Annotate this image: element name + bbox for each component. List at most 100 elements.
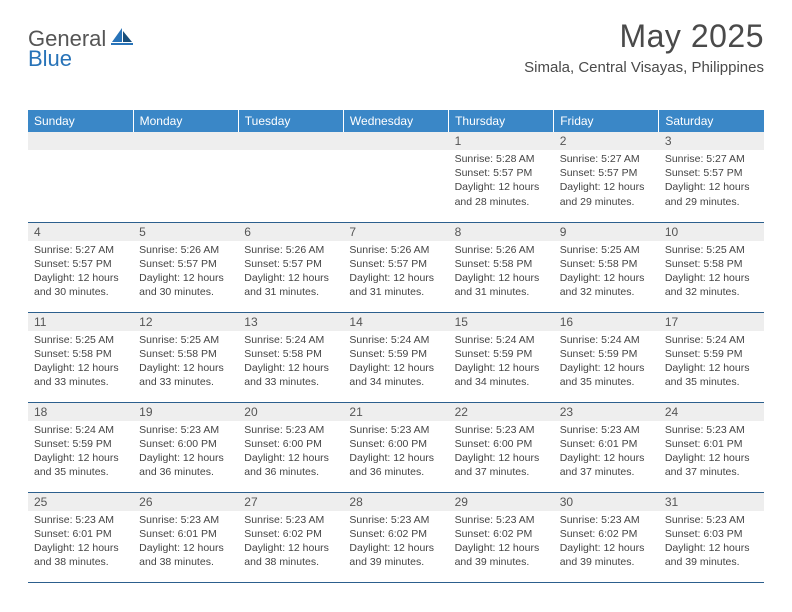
day-number: 4 <box>28 223 133 241</box>
title-block: May 2025 Simala, Central Visayas, Philip… <box>524 18 764 76</box>
day-number: 14 <box>343 313 448 331</box>
sunrise-line: Sunrise: 5:23 AM <box>455 423 548 437</box>
sunset-line: Sunset: 6:02 PM <box>560 527 653 541</box>
day-details: Sunrise: 5:24 AMSunset: 5:59 PMDaylight:… <box>554 331 659 394</box>
day-details: Sunrise: 5:23 AMSunset: 6:02 PMDaylight:… <box>449 511 554 574</box>
day-details: Sunrise: 5:23 AMSunset: 6:01 PMDaylight:… <box>659 421 764 484</box>
daylight-line: Daylight: 12 hours and 29 minutes. <box>560 180 653 208</box>
sunset-line: Sunset: 6:01 PM <box>34 527 127 541</box>
calendar-day-cell <box>238 132 343 222</box>
calendar-day-cell: 24Sunrise: 5:23 AMSunset: 6:01 PMDayligh… <box>659 402 764 492</box>
daylight-line: Daylight: 12 hours and 39 minutes. <box>455 541 548 569</box>
day-details: Sunrise: 5:24 AMSunset: 5:58 PMDaylight:… <box>238 331 343 394</box>
day-number: 27 <box>238 493 343 511</box>
daylight-line: Daylight: 12 hours and 33 minutes. <box>139 361 232 389</box>
day-details: Sunrise: 5:26 AMSunset: 5:57 PMDaylight:… <box>238 241 343 304</box>
calendar-day-cell: 8 Sunrise: 5:26 AMSunset: 5:58 PMDaylight… <box>449 222 554 312</box>
sunset-line: Sunset: 5:58 PM <box>139 347 232 361</box>
sunrise-line: Sunrise: 5:25 AM <box>34 333 127 347</box>
month-title: May 2025 <box>524 18 764 55</box>
calendar-day-cell: 1Sunrise: 5:28 AMSunset: 5:57 PMDaylight… <box>449 132 554 222</box>
daylight-line: Daylight: 12 hours and 35 minutes. <box>665 361 758 389</box>
sunrise-line: Sunrise: 5:23 AM <box>139 423 232 437</box>
empty-daynum <box>133 132 238 150</box>
daylight-line: Daylight: 12 hours and 38 minutes. <box>139 541 232 569</box>
sunrise-line: Sunrise: 5:26 AM <box>455 243 548 257</box>
sunrise-line: Sunrise: 5:27 AM <box>34 243 127 257</box>
sunrise-line: Sunrise: 5:23 AM <box>34 513 127 527</box>
day-details: Sunrise: 5:24 AMSunset: 5:59 PMDaylight:… <box>28 421 133 484</box>
daylight-line: Daylight: 12 hours and 31 minutes. <box>455 271 548 299</box>
day-details: Sunrise: 5:27 AMSunset: 5:57 PMDaylight:… <box>554 150 659 213</box>
calendar-day-cell: 25Sunrise: 5:23 AMSunset: 6:01 PMDayligh… <box>28 492 133 582</box>
sunset-line: Sunset: 5:58 PM <box>244 347 337 361</box>
empty-daynum <box>28 132 133 150</box>
day-details: Sunrise: 5:28 AMSunset: 5:57 PMDaylight:… <box>449 150 554 213</box>
calendar-day-cell: 21Sunrise: 5:23 AMSunset: 6:00 PMDayligh… <box>343 402 448 492</box>
daylight-line: Daylight: 12 hours and 31 minutes. <box>349 271 442 299</box>
daylight-line: Daylight: 12 hours and 39 minutes. <box>349 541 442 569</box>
calendar-day-cell: 14 Sunrise: 5:24 AMSunset: 5:59 PMDayligh… <box>343 312 448 402</box>
sunset-line: Sunset: 5:57 PM <box>455 166 548 180</box>
sunset-line: Sunset: 6:03 PM <box>665 527 758 541</box>
sunset-line: Sunset: 6:01 PM <box>560 437 653 451</box>
sunset-line: Sunset: 5:57 PM <box>349 257 442 271</box>
day-number: 26 <box>133 493 238 511</box>
calendar-day-cell: 7Sunrise: 5:26 AMSunset: 5:57 PMDaylight… <box>343 222 448 312</box>
day-details: Sunrise: 5:25 AMSunset: 5:58 PMDaylight:… <box>659 241 764 304</box>
logo-blue-wrap: Blue <box>28 46 72 72</box>
sunrise-line: Sunrise: 5:23 AM <box>349 423 442 437</box>
day-number: 16 <box>554 313 659 331</box>
day-details: Sunrise: 5:23 AMSunset: 6:00 PMDaylight:… <box>133 421 238 484</box>
daylight-line: Daylight: 12 hours and 36 minutes. <box>349 451 442 479</box>
sunrise-line: Sunrise: 5:23 AM <box>244 423 337 437</box>
sunset-line: Sunset: 6:00 PM <box>455 437 548 451</box>
sunset-line: Sunset: 6:02 PM <box>455 527 548 541</box>
day-number: 3 <box>659 132 764 150</box>
weekday-header: Friday <box>554 110 659 132</box>
calendar-week-row: 25Sunrise: 5:23 AMSunset: 6:01 PMDayligh… <box>28 492 764 582</box>
day-details: Sunrise: 5:23 AMSunset: 6:00 PMDaylight:… <box>343 421 448 484</box>
sunrise-line: Sunrise: 5:24 AM <box>34 423 127 437</box>
sunset-line: Sunset: 5:57 PM <box>34 257 127 271</box>
calendar-day-cell: 3Sunrise: 5:27 AMSunset: 5:57 PMDaylight… <box>659 132 764 222</box>
day-details: Sunrise: 5:23 AMSunset: 6:00 PMDaylight:… <box>238 421 343 484</box>
sunrise-line: Sunrise: 5:24 AM <box>244 333 337 347</box>
calendar-day-cell <box>28 132 133 222</box>
sunrise-line: Sunrise: 5:23 AM <box>349 513 442 527</box>
daylight-line: Daylight: 12 hours and 34 minutes. <box>455 361 548 389</box>
sunrise-line: Sunrise: 5:26 AM <box>244 243 337 257</box>
logo-sail-icon <box>110 26 134 51</box>
daylight-line: Daylight: 12 hours and 37 minutes. <box>665 451 758 479</box>
daylight-line: Daylight: 12 hours and 34 minutes. <box>349 361 442 389</box>
daylight-line: Daylight: 12 hours and 38 minutes. <box>34 541 127 569</box>
sunset-line: Sunset: 6:01 PM <box>665 437 758 451</box>
sunset-line: Sunset: 5:58 PM <box>455 257 548 271</box>
day-number: 20 <box>238 403 343 421</box>
calendar-day-cell: 27Sunrise: 5:23 AMSunset: 6:02 PMDayligh… <box>238 492 343 582</box>
sunset-line: Sunset: 5:57 PM <box>244 257 337 271</box>
sunset-line: Sunset: 5:59 PM <box>349 347 442 361</box>
calendar-day-cell <box>343 132 448 222</box>
sunrise-line: Sunrise: 5:23 AM <box>244 513 337 527</box>
sunset-line: Sunset: 5:57 PM <box>560 166 653 180</box>
day-number: 23 <box>554 403 659 421</box>
day-number: 18 <box>28 403 133 421</box>
calendar-day-cell: 23Sunrise: 5:23 AMSunset: 6:01 PMDayligh… <box>554 402 659 492</box>
sunset-line: Sunset: 5:58 PM <box>34 347 127 361</box>
day-number: 8 <box>449 223 554 241</box>
sunset-line: Sunset: 5:58 PM <box>560 257 653 271</box>
day-details: Sunrise: 5:23 AMSunset: 6:01 PMDaylight:… <box>28 511 133 574</box>
daylight-line: Daylight: 12 hours and 28 minutes. <box>455 180 548 208</box>
day-number: 5 <box>133 223 238 241</box>
sunrise-line: Sunrise: 5:23 AM <box>560 423 653 437</box>
sunrise-line: Sunrise: 5:24 AM <box>349 333 442 347</box>
sunrise-line: Sunrise: 5:23 AM <box>139 513 232 527</box>
calendar-day-cell: 26Sunrise: 5:23 AMSunset: 6:01 PMDayligh… <box>133 492 238 582</box>
sunset-line: Sunset: 5:59 PM <box>34 437 127 451</box>
day-number: 1 <box>449 132 554 150</box>
daylight-line: Daylight: 12 hours and 29 minutes. <box>665 180 758 208</box>
sunrise-line: Sunrise: 5:24 AM <box>560 333 653 347</box>
sunset-line: Sunset: 5:58 PM <box>665 257 758 271</box>
day-details: Sunrise: 5:23 AMSunset: 6:00 PMDaylight:… <box>449 421 554 484</box>
